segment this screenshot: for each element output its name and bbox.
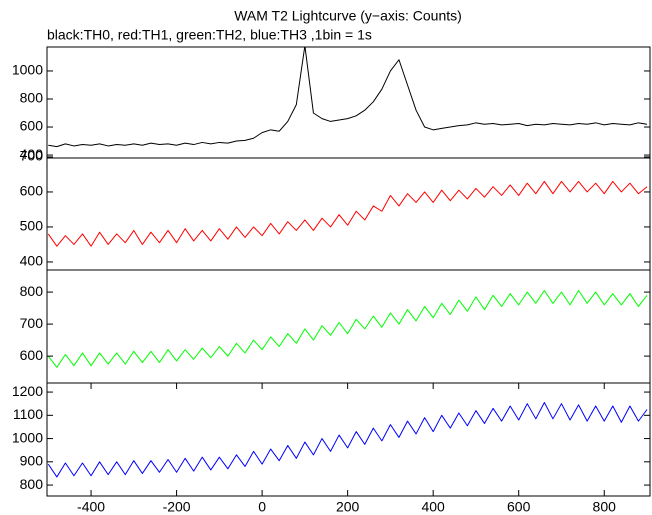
panel	[47, 402, 648, 478]
y-tick-label: 700	[20, 315, 44, 331]
x-tick-label: 0	[258, 499, 266, 515]
panel	[47, 180, 648, 247]
light-curve	[47, 289, 648, 368]
light-curve	[47, 180, 648, 247]
light-curve	[48, 47, 648, 148]
x-tick-label: 200	[336, 499, 360, 515]
x-tick-label: 400	[421, 499, 445, 515]
panel	[47, 289, 648, 368]
y-tick-label: 1000	[12, 62, 43, 78]
x-tick-label: -400	[77, 499, 105, 515]
y-tick-label: 600	[20, 347, 44, 363]
y-tick-label: 800	[20, 283, 44, 299]
y-tick-label: 500	[20, 218, 44, 234]
x-tick-label: 800	[593, 499, 617, 515]
y-tick-label: 800	[20, 90, 44, 106]
x-tick-label: -200	[163, 499, 191, 515]
y-tick-label: 1200	[12, 383, 43, 399]
y-tick-label: 900	[20, 453, 44, 469]
chart-title: WAM T2 Lightcurve (y−axis: Counts)	[234, 8, 462, 24]
y-tick-label: 600	[20, 118, 44, 134]
panel-frame	[46, 382, 651, 497]
light-curve	[47, 402, 648, 478]
panel	[48, 47, 648, 148]
y-tick-label: 1100	[13, 406, 43, 422]
y-tick-label: 800	[20, 476, 44, 492]
x-tick-label: 600	[507, 499, 531, 515]
chart-subtitle: black:TH0, red:TH1, green:TH2, blue:TH3 …	[47, 27, 372, 43]
y-tick-label: 600	[20, 183, 44, 199]
y-tick-label: 400	[20, 253, 44, 269]
y-tick-label: 1000	[12, 429, 43, 445]
y-tick-label: 700	[20, 148, 44, 164]
y-tick-label: 400	[20, 146, 44, 162]
